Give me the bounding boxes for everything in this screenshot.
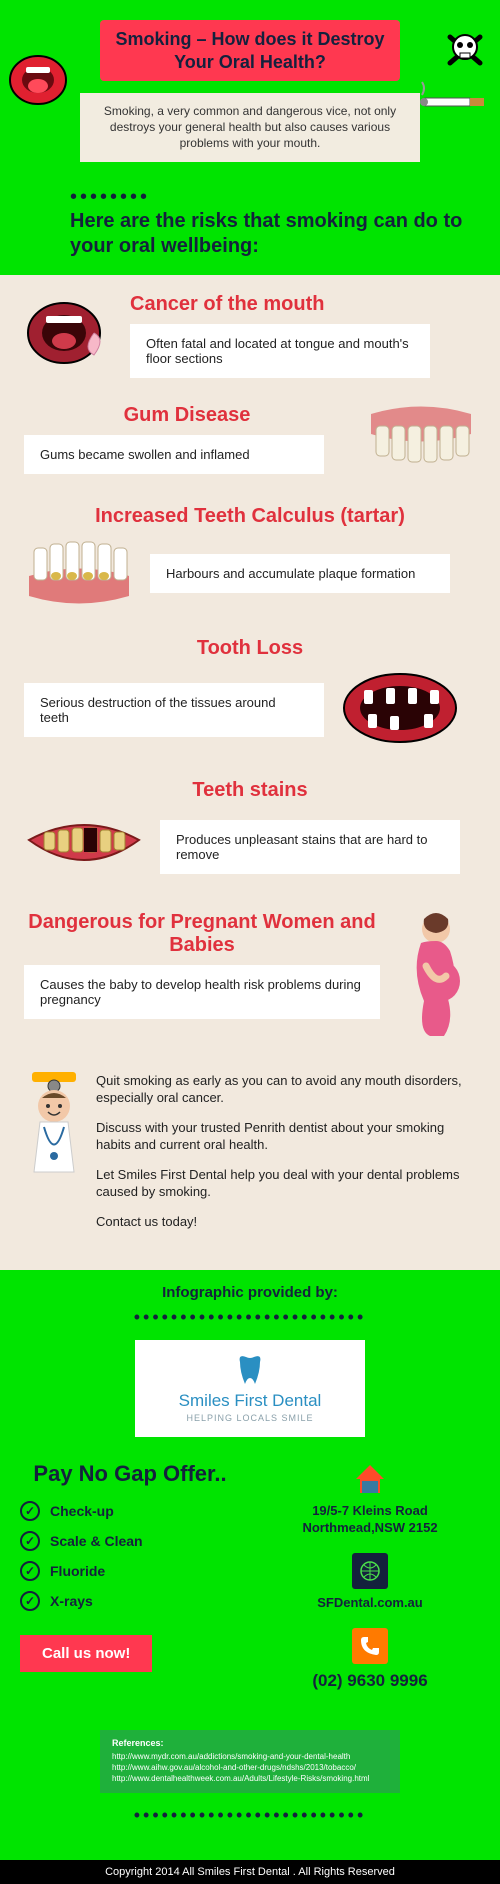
check-icon: ✓ (20, 1501, 40, 1521)
risk-item: Gum Disease Gums became swollen and infl… (24, 404, 476, 479)
provided-by-label: Infographic provided by: (20, 1284, 480, 1301)
risk-item: Teeth stains (24, 779, 476, 885)
risk-title: Cancer of the mouth (130, 293, 476, 316)
offer-item: ✓ Fluoride (20, 1561, 240, 1581)
tooth-logo-icon (236, 1354, 264, 1386)
intro-card: Smoking, a very common and dangerous vic… (80, 93, 420, 162)
dot-row-icon: •••••••• (70, 186, 150, 208)
logo-card: Smiles First Dental HELPING LOCALS SMILE (135, 1340, 365, 1437)
dot-row-icon: ••••••••••••••••••••••••• (20, 1805, 480, 1826)
risk-item: Cancer of the mouth Often fatal and loca… (24, 293, 476, 378)
address-line: 19/5-7 Kleins Road (260, 1503, 480, 1520)
title-pill: Smoking – How does it Destroy Your Oral … (100, 20, 400, 81)
reference-link: http://www.dentalhealthweek.com.au/Adult… (112, 1774, 388, 1783)
mouth-cancer-icon (24, 293, 114, 378)
stained-teeth-icon (24, 810, 144, 885)
tartar-teeth-icon (24, 536, 134, 611)
advice-p: Quit smoking as early as you can to avoi… (96, 1072, 476, 1107)
risk-item: Tooth Loss Serious destruction of the ti… (24, 637, 476, 753)
advice-p: Discuss with your trusted Penrith dentis… (96, 1119, 476, 1154)
offer-label: X-rays (50, 1593, 93, 1609)
page-root: Smoking – How does it Destroy Your Oral … (0, 0, 500, 1884)
logo-brand: Smiles First Dental (151, 1391, 349, 1411)
offer-label: Fluoride (50, 1563, 105, 1579)
check-icon: ✓ (20, 1591, 40, 1611)
dot-row-icon: ••••••••••••••••••••••••• (20, 1307, 480, 1328)
reference-link: http://www.aihw.gov.au/alcohol-and-other… (112, 1763, 388, 1772)
subtitle-band: •••••••• Here are the risks that smoking… (0, 172, 500, 275)
offer-label: Check-up (50, 1503, 114, 1519)
contact-block: 19/5-7 Kleins Road Northmead,NSW 2152 SF… (260, 1461, 480, 1708)
page-title: Smoking – How does it Destroy Your Oral … (114, 28, 386, 73)
risk-desc: Serious destruction of the tissues aroun… (24, 683, 324, 737)
advice-block: Quit smoking as early as you can to avoi… (24, 1072, 476, 1243)
risk-desc: Often fatal and located at tongue and mo… (130, 324, 430, 378)
risk-item: Increased Teeth Calculus (tartar) (24, 505, 476, 611)
pay-no-gap-title: Pay No Gap Offer.. (20, 1461, 240, 1487)
phone-icon (352, 1628, 388, 1664)
call-us-button[interactable]: Call us now! (20, 1635, 152, 1672)
website-link[interactable]: SFDental.com.au (260, 1595, 480, 1612)
cigarette-icon (420, 80, 490, 125)
risk-title: Increased Teeth Calculus (tartar) (24, 505, 476, 528)
advice-p: Let Smiles First Dental help you deal wi… (96, 1166, 476, 1201)
logo-tagline: HELPING LOCALS SMILE (151, 1413, 349, 1423)
check-icon: ✓ (20, 1531, 40, 1551)
globe-monitor-icon (352, 1553, 388, 1589)
open-mouth-icon (8, 50, 68, 115)
skull-crossbones-icon (440, 25, 490, 80)
reference-link: http://www.mydr.com.au/addictions/smokin… (112, 1752, 388, 1761)
risk-title: Teeth stains (24, 779, 476, 802)
risks-section: Cancer of the mouth Often fatal and loca… (0, 275, 500, 1271)
pay-no-gap-block: Pay No Gap Offer.. ✓ Check-up ✓ Scale & … (20, 1461, 240, 1708)
house-icon (352, 1461, 388, 1497)
subtitle: Here are the risks that smoking can do t… (70, 209, 472, 259)
tooth-loss-icon (340, 668, 460, 753)
phone-number[interactable]: (02) 9630 9996 (260, 1670, 480, 1692)
risk-desc: Harbours and accumulate plaque formation (150, 554, 450, 593)
offer-item: ✓ Check-up (20, 1501, 240, 1521)
references-box: References: http://www.mydr.com.au/addic… (100, 1730, 400, 1793)
risk-desc: Produces unpleasant stains that are hard… (160, 820, 460, 874)
offer-item: ✓ Scale & Clean (20, 1531, 240, 1551)
risk-title: Dangerous for Pregnant Women and Babies (24, 911, 380, 957)
footer-green-section: Infographic provided by: •••••••••••••••… (0, 1270, 500, 1860)
address-line: Northmead,NSW 2152 (260, 1520, 480, 1537)
header-section: Smoking – How does it Destroy Your Oral … (0, 0, 500, 172)
gums-icon (366, 404, 476, 479)
offer-label: Scale & Clean (50, 1533, 143, 1549)
advice-p: Contact us today! (96, 1213, 476, 1231)
risk-desc: Causes the baby to develop health risk p… (24, 965, 380, 1019)
copyright-footer: Copyright 2014 All Smiles First Dental .… (0, 1860, 500, 1884)
pregnant-woman-icon (396, 911, 476, 1046)
risk-title: Tooth Loss (24, 637, 476, 660)
risk-title: Gum Disease (24, 404, 350, 427)
check-icon: ✓ (20, 1561, 40, 1581)
risk-desc: Gums became swollen and inflamed (24, 435, 324, 474)
dentist-cartoon-icon (24, 1072, 84, 1187)
references-title: References: (112, 1738, 388, 1748)
risk-item: Dangerous for Pregnant Women and Babies … (24, 911, 476, 1046)
advice-paragraphs: Quit smoking as early as you can to avoi… (96, 1072, 476, 1243)
offer-item: ✓ X-rays (20, 1591, 240, 1611)
